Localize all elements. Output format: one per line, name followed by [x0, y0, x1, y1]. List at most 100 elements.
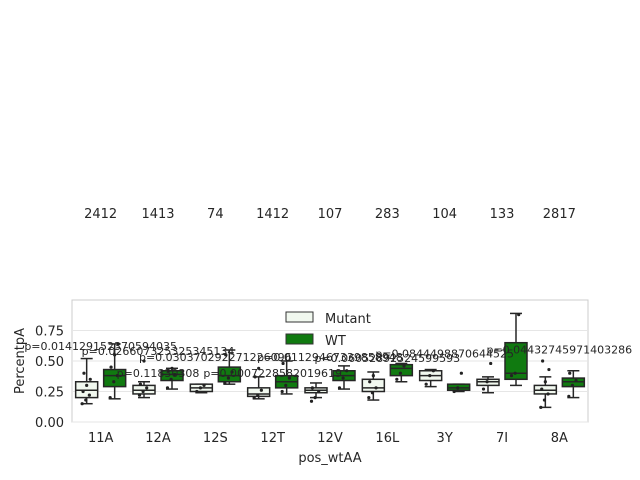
data-point	[543, 380, 547, 384]
data-point	[398, 371, 403, 375]
data-point	[252, 396, 256, 400]
data-point	[170, 366, 174, 370]
grid-lines	[72, 330, 588, 423]
legend-swatch-mutant	[285, 311, 314, 323]
box-wt-12S	[217, 349, 242, 385]
data-point	[368, 380, 372, 384]
data-point	[195, 389, 199, 394]
data-point	[253, 375, 257, 379]
data-point	[141, 389, 145, 394]
legend: Mutant WT	[285, 311, 371, 349]
data-point	[513, 371, 517, 375]
x-tick-label: 16L	[375, 431, 400, 446]
box-wt-16L	[389, 362, 414, 383]
count-label: 133	[490, 207, 515, 222]
data-point	[309, 399, 314, 403]
data-point	[568, 371, 572, 375]
data-point	[88, 377, 92, 381]
data-point	[509, 374, 514, 378]
data-point	[223, 381, 227, 385]
box-mutant-16L	[361, 371, 386, 401]
data-point	[310, 386, 314, 390]
count-label: 107	[318, 207, 343, 222]
data-point	[256, 393, 260, 397]
box-iqr	[102, 368, 127, 388]
data-point	[137, 393, 142, 397]
data-point	[198, 386, 203, 390]
x-tick-labels: 11A 12A 12S 12T 12V 16L 3Y 7I 8A	[88, 431, 568, 446]
x-tick-label: 12A	[145, 431, 171, 446]
x-tick-label: 12T	[260, 431, 285, 446]
box-iqr	[504, 341, 528, 381]
data-point	[489, 361, 493, 366]
x-tick-label: 11A	[88, 431, 114, 446]
data-point	[539, 405, 543, 409]
data-point	[567, 394, 571, 398]
data-point	[84, 398, 88, 402]
data-point	[374, 386, 378, 390]
legend-label-mutant: Mutant	[325, 312, 371, 327]
data-point	[428, 374, 432, 378]
data-point	[165, 386, 170, 390]
data-point	[112, 380, 116, 384]
data-point	[540, 387, 544, 391]
data-point	[542, 398, 547, 402]
data-point	[115, 374, 119, 378]
data-point	[230, 370, 234, 374]
data-point	[481, 387, 486, 391]
count-label: 2817	[543, 207, 576, 222]
p-value-label: p=0.01129467339858948	[257, 351, 403, 364]
y-tick-labels: 0.00 0.25 0.50 0.75	[35, 325, 64, 432]
x-tick-label: 12V	[317, 431, 343, 446]
data-point	[402, 364, 406, 368]
count-label: 1413	[141, 207, 174, 222]
data-point	[202, 383, 206, 387]
data-point	[280, 389, 284, 394]
p-value-label: p=0.030370292271226096	[139, 351, 292, 364]
data-point	[395, 377, 399, 381]
data-point	[109, 365, 113, 369]
data-point	[145, 386, 149, 390]
data-point	[547, 367, 551, 372]
legend-label-wt: WT	[325, 334, 346, 349]
data-point	[287, 376, 291, 380]
y-axis-label: PercentpA	[13, 328, 28, 394]
data-point	[80, 402, 84, 406]
x-tick-label: 7I	[496, 431, 508, 446]
x-axis-label: pos_wtAA	[298, 451, 361, 466]
box-wt-12V	[332, 365, 356, 390]
data-point	[113, 353, 117, 357]
data-point	[108, 396, 112, 400]
box-iqr	[361, 378, 386, 393]
data-point	[574, 378, 578, 383]
data-point	[341, 376, 345, 380]
data-point	[431, 369, 435, 373]
data-point	[284, 383, 288, 387]
data-point	[224, 353, 228, 357]
y-tick-label: 0.25	[35, 386, 64, 401]
x-tick-label: 3Y	[437, 431, 453, 446]
p-value-label: p=0.11830308	[117, 367, 200, 380]
box-wt-12T	[274, 360, 299, 395]
data-point	[317, 389, 321, 394]
data-point	[85, 383, 89, 387]
p-value-label: p=0.0844498870644525	[375, 347, 514, 360]
data-point	[281, 361, 285, 366]
y-tick-label: 0.75	[35, 325, 64, 340]
x-tick-label: 8A	[551, 431, 568, 446]
data-point	[546, 392, 550, 396]
data-point	[259, 388, 263, 392]
data-point	[337, 386, 342, 390]
data-point	[142, 359, 146, 363]
legend-swatch-wt	[285, 333, 314, 345]
count-label: 104	[432, 207, 457, 222]
box-wt-11A	[102, 343, 127, 400]
data-point	[367, 396, 371, 400]
data-point	[345, 369, 349, 373]
data-point	[87, 393, 91, 397]
p-value-label: p=0.014129152370594035	[24, 340, 177, 353]
data-point	[257, 366, 261, 370]
p-value-label: p=0.0007228582019619	[203, 367, 342, 380]
box-mutant-11A	[74, 357, 99, 405]
data-point	[166, 369, 170, 373]
